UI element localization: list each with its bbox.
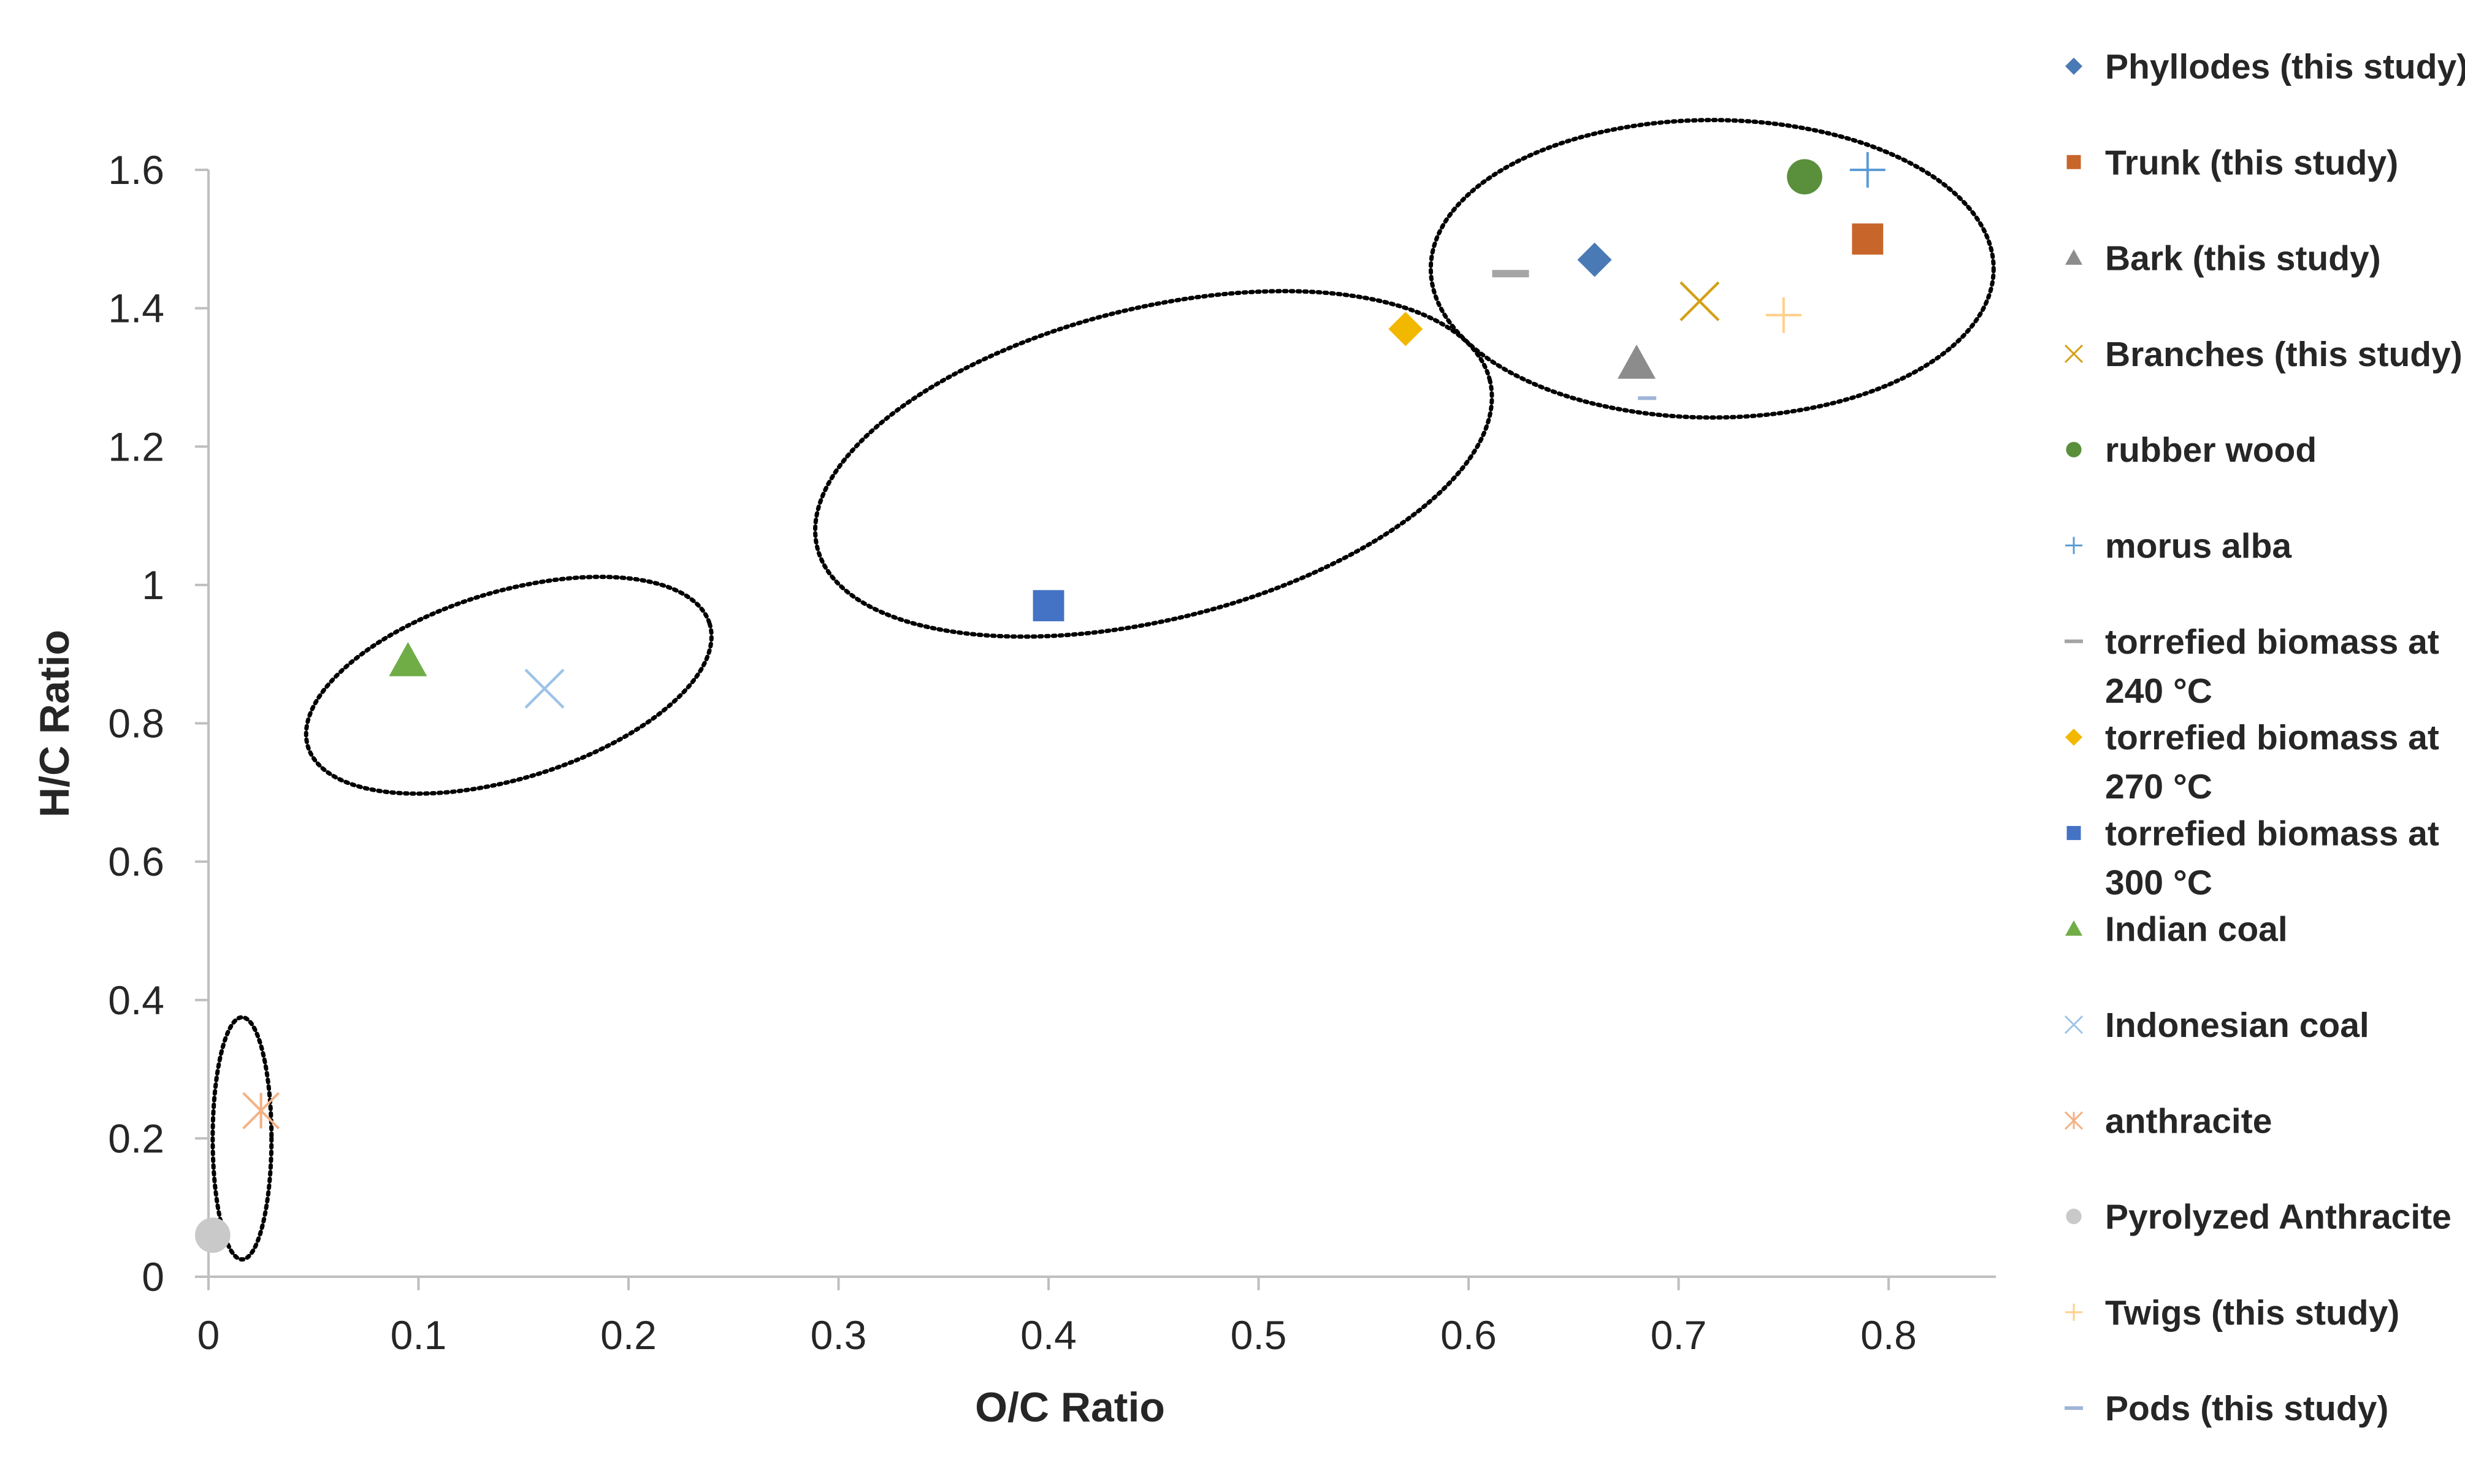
legend-item: Indian coal (2065, 910, 2288, 949)
legend-label: torrefied biomass at 240 °C (2105, 622, 2439, 711)
legend-label: morus alba (2105, 527, 2292, 566)
x-tick-label: 0.1 (391, 1312, 447, 1358)
legend-label: Twigs (this study) (2105, 1293, 2399, 1333)
x-tick-label: 0.2 (600, 1312, 657, 1358)
legend-marker (2064, 1015, 2084, 1035)
data-point (1618, 344, 1656, 379)
legend-label: Branches (this study) (2105, 335, 2463, 374)
legend-marker (2065, 639, 2083, 643)
legend-label: Bark (this study) (2105, 239, 2381, 278)
data-point (1765, 297, 1802, 333)
legend-marker (2066, 825, 2081, 840)
legend-label: anthracite (2105, 1101, 2272, 1141)
legend-marker (2065, 1406, 2083, 1410)
data-point (1638, 396, 1657, 400)
data-point (389, 641, 427, 676)
x-tick-label: 0.8 (1860, 1312, 1917, 1358)
legend-item: rubber wood (2066, 430, 2317, 470)
legend-marker (2066, 1209, 2082, 1225)
legend-item: Branches (this study) (2064, 335, 2463, 374)
legend-marker (2066, 155, 2081, 169)
data-markers (195, 152, 1886, 1253)
legend-label: Indonesian coal (2105, 1006, 2369, 1045)
legend-item: torrefied biomass at 240 °C (2065, 622, 2439, 711)
grouping-ellipse (812, 289, 1494, 639)
legend-item: Indonesian coal (2064, 1006, 2369, 1045)
legend-item: Phyllodes (this study) (2065, 47, 2465, 86)
axes (207, 170, 1996, 1278)
legend-label: torrefied biomass at 300 °C (2105, 814, 2439, 902)
grouping-ellipses (210, 118, 1996, 1262)
data-point (1680, 281, 1720, 321)
legend-item: Bark (this study) (2065, 239, 2381, 278)
data-point (1787, 159, 1822, 195)
x-tick-label: 0 (197, 1312, 220, 1358)
y-tick-label: 0.2 (108, 1115, 164, 1161)
y-tick-label: 0.6 (108, 839, 164, 884)
legend-label: torrefied biomass at 270 °C (2105, 718, 2439, 806)
legend-marker (2065, 1303, 2082, 1321)
legend-marker (2065, 58, 2082, 75)
y-tick-label: 1 (142, 562, 164, 608)
y-tick-label: 1.2 (108, 424, 164, 469)
data-point (524, 668, 565, 709)
x-axis-label: O/C Ratio (975, 1384, 1165, 1431)
legend-label: rubber wood (2105, 430, 2317, 470)
y-tick-label: 1.4 (108, 286, 164, 331)
y-tick-label: 0.8 (108, 701, 164, 746)
data-point (1577, 242, 1612, 277)
data-point (242, 1092, 280, 1130)
legend-label: Phyllodes (this study) (2105, 47, 2465, 86)
legend-marker (2066, 442, 2082, 457)
y-tick-label: 1.6 (108, 147, 164, 193)
ticks: 0 0.1 0.2 0.3 0.4 0.5 0.6 0.7 0.8 0 0.2 0.4 0.6 0.8 1 1… (108, 147, 1917, 1358)
x-tick-label: 0.6 (1440, 1312, 1497, 1358)
legend-label: Pods (this study) (2105, 1389, 2388, 1428)
grouping-ellipse (210, 1015, 274, 1262)
legend-item: Pods (this study) (2065, 1389, 2388, 1428)
x-tick-label: 0.4 (1020, 1312, 1077, 1358)
legend-marker (2065, 729, 2082, 746)
data-point (1852, 223, 1884, 255)
legend-item: torrefied biomass at 270 °C (2065, 718, 2439, 806)
legend-label: Pyrolyzed Anthracite (2105, 1198, 2452, 1237)
legend-item: torrefied biomass at 300 °C (2066, 814, 2439, 902)
data-point (1388, 312, 1423, 346)
legend-marker (2064, 344, 2084, 363)
legend-item: Trunk (this study) (2066, 143, 2398, 182)
legend-marker (2065, 537, 2082, 554)
data-point (1849, 152, 1886, 188)
y-axis-label: H/C Ratio (31, 630, 78, 817)
legend-marker (2064, 1111, 2084, 1130)
grouping-ellipse (1428, 118, 1996, 420)
legend-item: morus alba (2065, 527, 2292, 566)
legend-item: Twigs (this study) (2065, 1293, 2399, 1333)
grouping-ellipse (304, 575, 714, 796)
legend-item: anthracite (2064, 1101, 2272, 1141)
x-tick-label: 0.3 (811, 1312, 867, 1358)
y-tick-label: 0.4 (108, 977, 164, 1023)
data-point (1492, 270, 1529, 278)
legend-label: Indian coal (2105, 910, 2288, 949)
x-tick-label: 0.7 (1651, 1312, 1707, 1358)
legend-marker (2065, 920, 2082, 936)
data-point (1033, 590, 1064, 622)
legend: Phyllodes (this study) Trunk (this study)… (2064, 47, 2465, 1428)
y-tick-label: 0 (142, 1254, 164, 1299)
x-tick-label: 0.5 (1231, 1312, 1287, 1358)
legend-label: Trunk (this study) (2105, 143, 2398, 182)
legend-item: Pyrolyzed Anthracite (2066, 1198, 2452, 1237)
legend-marker (2065, 249, 2082, 265)
data-point (195, 1217, 231, 1253)
